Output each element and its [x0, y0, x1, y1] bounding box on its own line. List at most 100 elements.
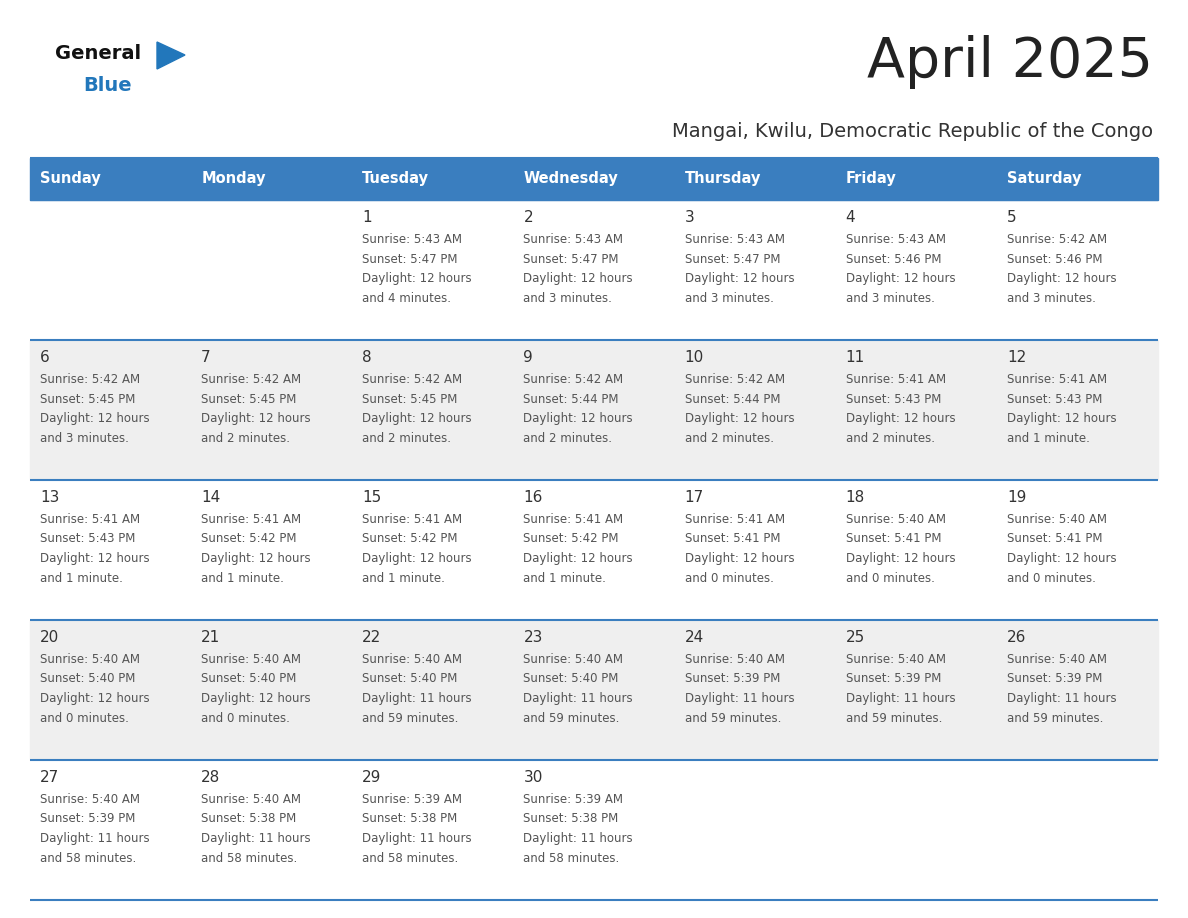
Text: and 0 minutes.: and 0 minutes.	[40, 711, 128, 724]
Text: Sunset: 5:41 PM: Sunset: 5:41 PM	[1007, 532, 1102, 545]
Text: Tuesday: Tuesday	[362, 172, 429, 186]
Text: Mangai, Kwilu, Democratic Republic of the Congo: Mangai, Kwilu, Democratic Republic of th…	[672, 122, 1154, 141]
Text: Daylight: 11 hours: Daylight: 11 hours	[846, 692, 955, 705]
Text: Friday: Friday	[846, 172, 897, 186]
Text: Daylight: 12 hours: Daylight: 12 hours	[684, 412, 795, 425]
Text: and 3 minutes.: and 3 minutes.	[524, 292, 612, 305]
Text: Daylight: 12 hours: Daylight: 12 hours	[362, 272, 472, 285]
Text: Sunset: 5:39 PM: Sunset: 5:39 PM	[40, 812, 135, 825]
Text: and 2 minutes.: and 2 minutes.	[201, 431, 290, 444]
Text: Monday: Monday	[201, 172, 266, 186]
Text: Sunset: 5:42 PM: Sunset: 5:42 PM	[524, 532, 619, 545]
Text: April 2025: April 2025	[867, 35, 1154, 89]
Text: Sunrise: 5:40 AM: Sunrise: 5:40 AM	[362, 653, 462, 666]
Text: 5: 5	[1007, 210, 1017, 225]
Text: Daylight: 11 hours: Daylight: 11 hours	[524, 832, 633, 845]
Text: Daylight: 12 hours: Daylight: 12 hours	[1007, 552, 1117, 565]
Text: Sunrise: 5:43 AM: Sunrise: 5:43 AM	[684, 233, 784, 246]
Text: Daylight: 11 hours: Daylight: 11 hours	[40, 832, 150, 845]
Text: Sunrise: 5:41 AM: Sunrise: 5:41 AM	[524, 513, 624, 526]
Text: 6: 6	[40, 350, 50, 365]
Text: Sunrise: 5:41 AM: Sunrise: 5:41 AM	[40, 513, 140, 526]
Bar	[30, 760, 1158, 900]
Text: Sunset: 5:38 PM: Sunset: 5:38 PM	[524, 812, 619, 825]
Text: Daylight: 12 hours: Daylight: 12 hours	[524, 412, 633, 425]
Text: Sunrise: 5:41 AM: Sunrise: 5:41 AM	[1007, 373, 1107, 386]
Text: and 0 minutes.: and 0 minutes.	[846, 572, 935, 585]
Text: and 2 minutes.: and 2 minutes.	[684, 431, 773, 444]
Text: Sunset: 5:46 PM: Sunset: 5:46 PM	[846, 252, 941, 265]
Text: Daylight: 12 hours: Daylight: 12 hours	[524, 552, 633, 565]
Text: Sunday: Sunday	[40, 172, 101, 186]
Text: Sunrise: 5:40 AM: Sunrise: 5:40 AM	[846, 513, 946, 526]
Text: Daylight: 12 hours: Daylight: 12 hours	[40, 412, 150, 425]
Text: 1: 1	[362, 210, 372, 225]
Text: Daylight: 12 hours: Daylight: 12 hours	[684, 552, 795, 565]
Text: Daylight: 12 hours: Daylight: 12 hours	[362, 412, 472, 425]
Text: Sunset: 5:39 PM: Sunset: 5:39 PM	[684, 673, 781, 686]
Text: 25: 25	[846, 630, 865, 645]
Text: 26: 26	[1007, 630, 1026, 645]
Text: and 4 minutes.: and 4 minutes.	[362, 292, 451, 305]
Text: Sunset: 5:43 PM: Sunset: 5:43 PM	[1007, 393, 1102, 406]
Text: Sunset: 5:40 PM: Sunset: 5:40 PM	[524, 673, 619, 686]
Bar	[30, 480, 1158, 620]
Text: Daylight: 11 hours: Daylight: 11 hours	[1007, 692, 1117, 705]
Text: Sunrise: 5:42 AM: Sunrise: 5:42 AM	[362, 373, 462, 386]
Text: Sunrise: 5:40 AM: Sunrise: 5:40 AM	[846, 653, 946, 666]
Text: Sunrise: 5:39 AM: Sunrise: 5:39 AM	[362, 793, 462, 806]
Text: Sunrise: 5:42 AM: Sunrise: 5:42 AM	[40, 373, 140, 386]
Text: Sunset: 5:40 PM: Sunset: 5:40 PM	[201, 673, 297, 686]
Text: Sunrise: 5:41 AM: Sunrise: 5:41 AM	[201, 513, 302, 526]
Text: 13: 13	[40, 490, 59, 505]
Text: Thursday: Thursday	[684, 172, 762, 186]
Text: and 59 minutes.: and 59 minutes.	[1007, 711, 1104, 724]
Text: 24: 24	[684, 630, 703, 645]
Text: and 59 minutes.: and 59 minutes.	[362, 711, 459, 724]
Text: Daylight: 12 hours: Daylight: 12 hours	[201, 692, 311, 705]
Text: Sunset: 5:47 PM: Sunset: 5:47 PM	[524, 252, 619, 265]
Text: 7: 7	[201, 350, 210, 365]
Text: Daylight: 12 hours: Daylight: 12 hours	[846, 412, 955, 425]
Text: 8: 8	[362, 350, 372, 365]
Text: and 58 minutes.: and 58 minutes.	[524, 852, 620, 865]
Text: Daylight: 12 hours: Daylight: 12 hours	[201, 412, 311, 425]
Text: 4: 4	[846, 210, 855, 225]
Text: 19: 19	[1007, 490, 1026, 505]
Polygon shape	[157, 42, 185, 69]
Text: and 3 minutes.: and 3 minutes.	[40, 431, 128, 444]
Text: and 3 minutes.: and 3 minutes.	[1007, 292, 1095, 305]
Text: Sunset: 5:45 PM: Sunset: 5:45 PM	[201, 393, 297, 406]
Text: Daylight: 12 hours: Daylight: 12 hours	[362, 552, 472, 565]
Text: 27: 27	[40, 770, 59, 785]
Text: and 59 minutes.: and 59 minutes.	[846, 711, 942, 724]
Text: Sunrise: 5:41 AM: Sunrise: 5:41 AM	[846, 373, 946, 386]
Text: Sunrise: 5:40 AM: Sunrise: 5:40 AM	[684, 653, 784, 666]
Text: Daylight: 12 hours: Daylight: 12 hours	[40, 692, 150, 705]
Text: Daylight: 11 hours: Daylight: 11 hours	[524, 692, 633, 705]
Text: and 1 minute.: and 1 minute.	[1007, 431, 1089, 444]
Text: Daylight: 12 hours: Daylight: 12 hours	[40, 552, 150, 565]
Text: Sunrise: 5:42 AM: Sunrise: 5:42 AM	[1007, 233, 1107, 246]
Text: and 59 minutes.: and 59 minutes.	[684, 711, 781, 724]
Text: Sunrise: 5:43 AM: Sunrise: 5:43 AM	[524, 233, 624, 246]
Text: Sunrise: 5:40 AM: Sunrise: 5:40 AM	[1007, 513, 1107, 526]
Text: Daylight: 12 hours: Daylight: 12 hours	[684, 272, 795, 285]
Text: Sunset: 5:39 PM: Sunset: 5:39 PM	[846, 673, 941, 686]
Text: Saturday: Saturday	[1007, 172, 1081, 186]
Text: Sunset: 5:41 PM: Sunset: 5:41 PM	[846, 532, 941, 545]
Text: and 1 minute.: and 1 minute.	[201, 572, 284, 585]
Text: Sunrise: 5:39 AM: Sunrise: 5:39 AM	[524, 793, 624, 806]
Text: and 2 minutes.: and 2 minutes.	[524, 431, 613, 444]
Text: Daylight: 11 hours: Daylight: 11 hours	[362, 692, 472, 705]
Text: Sunrise: 5:40 AM: Sunrise: 5:40 AM	[201, 793, 301, 806]
Text: Sunset: 5:41 PM: Sunset: 5:41 PM	[684, 532, 781, 545]
Text: 10: 10	[684, 350, 703, 365]
Text: Daylight: 11 hours: Daylight: 11 hours	[201, 832, 311, 845]
Text: Sunset: 5:43 PM: Sunset: 5:43 PM	[846, 393, 941, 406]
Text: Sunset: 5:38 PM: Sunset: 5:38 PM	[362, 812, 457, 825]
Text: 28: 28	[201, 770, 221, 785]
Text: 23: 23	[524, 630, 543, 645]
Text: General: General	[55, 44, 141, 63]
Text: 17: 17	[684, 490, 703, 505]
